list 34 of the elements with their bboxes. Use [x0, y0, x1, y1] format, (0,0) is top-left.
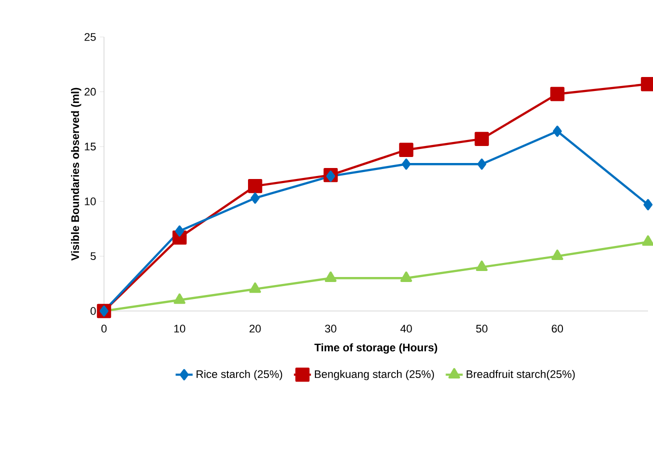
- legend-label: Breadfruit starch(25%): [466, 370, 575, 380]
- x-tick-label: 0: [101, 324, 107, 333]
- point: [248, 178, 262, 194]
- legend-label: Rice starch (25%): [196, 370, 282, 380]
- y-tick-label: 25: [84, 33, 96, 41]
- point: [250, 192, 260, 204]
- point: [476, 260, 488, 271]
- point: [552, 126, 562, 137]
- point: [402, 158, 411, 170]
- legend-label: Bengkuang starch (25%): [314, 370, 434, 380]
- y-tick-label: 5: [90, 252, 96, 260]
- x-tick-label: 20: [250, 324, 261, 333]
- y-axis-title: Visible Boundaries observed (ml): [70, 88, 82, 261]
- x-tick-label: 30: [325, 324, 336, 333]
- point: [400, 272, 412, 282]
- point: [249, 282, 261, 293]
- point: [326, 170, 336, 182]
- point: [175, 225, 184, 237]
- y-tick-label: 20: [84, 88, 96, 96]
- x-tick-label: 40: [400, 324, 412, 333]
- x-tick-label: 60: [552, 324, 563, 333]
- point: [551, 250, 564, 260]
- point: [399, 142, 414, 157]
- point: [174, 293, 186, 304]
- x-tick-label: 50: [476, 324, 488, 333]
- point: [474, 132, 489, 146]
- y-tick-label: 10: [84, 198, 96, 206]
- x-tick-label: 10: [174, 324, 186, 333]
- point: [550, 86, 564, 102]
- point: [477, 158, 486, 170]
- y-tick-label: 15: [84, 142, 96, 150]
- x-axis-title: Time of storage (Hours): [314, 343, 438, 354]
- point: [324, 272, 337, 282]
- y-tick-label: 0: [90, 307, 96, 315]
